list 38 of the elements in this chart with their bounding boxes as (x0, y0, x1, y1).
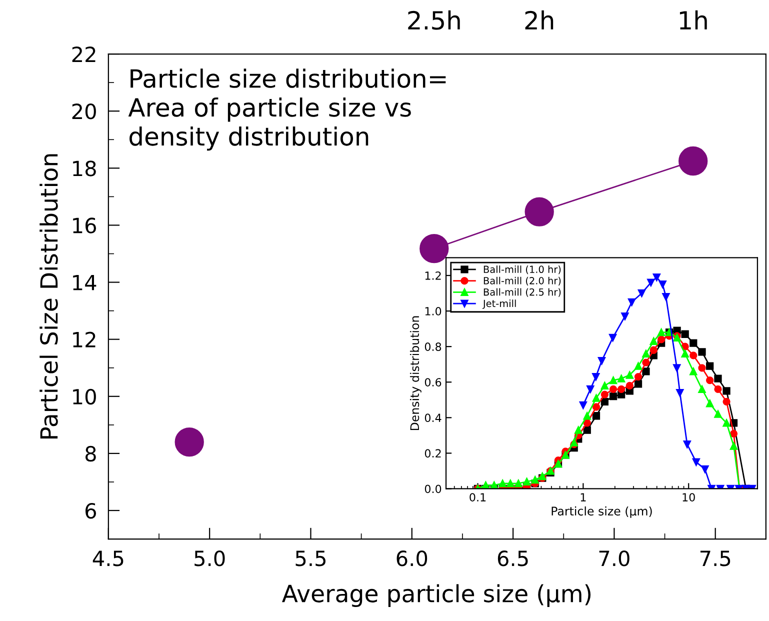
legend-label: Ball-mill (2.5 hr) (484, 288, 561, 297)
x-tick-label: 10 (682, 493, 695, 502)
x-tick-label: 4.5 (92, 550, 124, 566)
y-axis-title: Density distribution (410, 316, 422, 430)
legend-label: Jet-mill (482, 300, 516, 309)
y-tick-label: 22 (72, 46, 96, 62)
y-tick-label: 16 (73, 218, 96, 234)
text: 2h (525, 10, 554, 30)
y-tick-label: 14 (73, 274, 96, 290)
x-tick-label: 6.5 (498, 550, 528, 566)
y-tick-label: 8 (85, 446, 96, 462)
y-tick-label: 1.2 (425, 271, 441, 280)
annotation: Particle size distribution= Area of particle size vs density distribution (128, 68, 446, 151)
x-tick-label: 7.0 (599, 550, 630, 566)
y-tick-label: 0.8 (424, 342, 442, 351)
x-tick-label: 1 (580, 493, 586, 502)
x-tick-label: 5.0 (194, 550, 225, 566)
y-tick-label: 12 (73, 332, 96, 348)
x-axis-title: Average particle size (μm) (282, 584, 591, 608)
legend-label: Ball-mill (2.0 hr) (484, 276, 561, 286)
y-tick-label: 18 (73, 160, 96, 176)
x-axis-title: Particle size (μm) (552, 506, 652, 518)
y-tick-label: 0.2 (424, 449, 441, 458)
y-tick-label: 10 (73, 388, 96, 405)
text: 2.5h (408, 10, 460, 30)
y-tick-label: 1.0 (425, 307, 442, 316)
legend-label: Ball-mill (1.0 hr) (484, 265, 561, 274)
y-tick-label: 0.6 (424, 378, 442, 386)
x-tick-label: 6.0 (396, 550, 428, 566)
x-tick-label: 5.5 (296, 550, 326, 566)
y-tick-label: 20 (72, 104, 96, 120)
y-tick-label: 0.4 (424, 414, 442, 422)
text: 1h (680, 10, 707, 30)
x-tick-label: 0.1 (470, 493, 486, 502)
y-tick-label: 6 (86, 502, 96, 519)
x-tick-label: 7.5 (700, 550, 730, 566)
y-tick-label: 0.0 (424, 484, 442, 494)
y-axis-title: Particel Size Distribution (40, 154, 58, 438)
